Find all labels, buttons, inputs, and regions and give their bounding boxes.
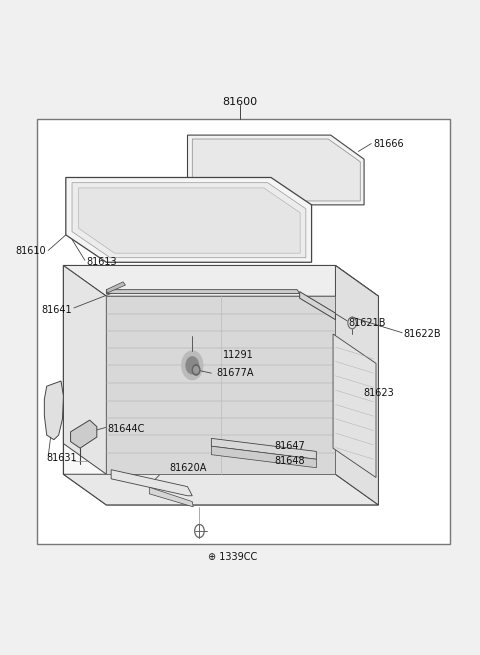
Polygon shape: [63, 265, 378, 505]
Text: 81622B: 81622B: [404, 329, 441, 339]
Text: 81631: 81631: [47, 453, 77, 463]
Text: 81677A: 81677A: [216, 368, 253, 378]
Polygon shape: [107, 282, 125, 293]
Polygon shape: [63, 474, 378, 505]
Polygon shape: [63, 265, 378, 296]
Polygon shape: [111, 470, 192, 496]
Polygon shape: [211, 446, 316, 468]
Text: 81620A: 81620A: [170, 462, 207, 473]
Text: 81600: 81600: [222, 98, 258, 107]
Polygon shape: [300, 291, 336, 320]
Polygon shape: [44, 381, 63, 440]
Bar: [37, 119, 450, 544]
Text: 11291: 11291: [223, 350, 254, 360]
Polygon shape: [149, 487, 193, 507]
Polygon shape: [107, 296, 336, 474]
Circle shape: [186, 357, 199, 374]
Text: 81644C: 81644C: [108, 424, 145, 434]
Polygon shape: [107, 290, 300, 293]
Text: 81666: 81666: [373, 139, 404, 149]
Polygon shape: [188, 135, 364, 205]
Text: 81621B: 81621B: [349, 318, 386, 328]
Text: 81610: 81610: [15, 246, 46, 255]
Text: 81641: 81641: [41, 305, 72, 315]
Polygon shape: [333, 334, 376, 477]
Circle shape: [182, 351, 203, 380]
Circle shape: [192, 365, 200, 375]
Polygon shape: [192, 139, 360, 201]
Polygon shape: [336, 265, 378, 505]
Polygon shape: [66, 178, 312, 262]
Text: 81648: 81648: [275, 456, 305, 466]
Text: ⊕ 1339CC: ⊕ 1339CC: [208, 552, 257, 562]
Polygon shape: [63, 265, 107, 474]
Text: 81623: 81623: [363, 388, 394, 398]
Polygon shape: [211, 438, 316, 459]
Polygon shape: [71, 420, 97, 448]
Text: 81613: 81613: [86, 257, 117, 267]
Text: 81647: 81647: [275, 441, 306, 451]
Circle shape: [194, 367, 199, 373]
Polygon shape: [72, 183, 306, 257]
Polygon shape: [79, 188, 300, 253]
